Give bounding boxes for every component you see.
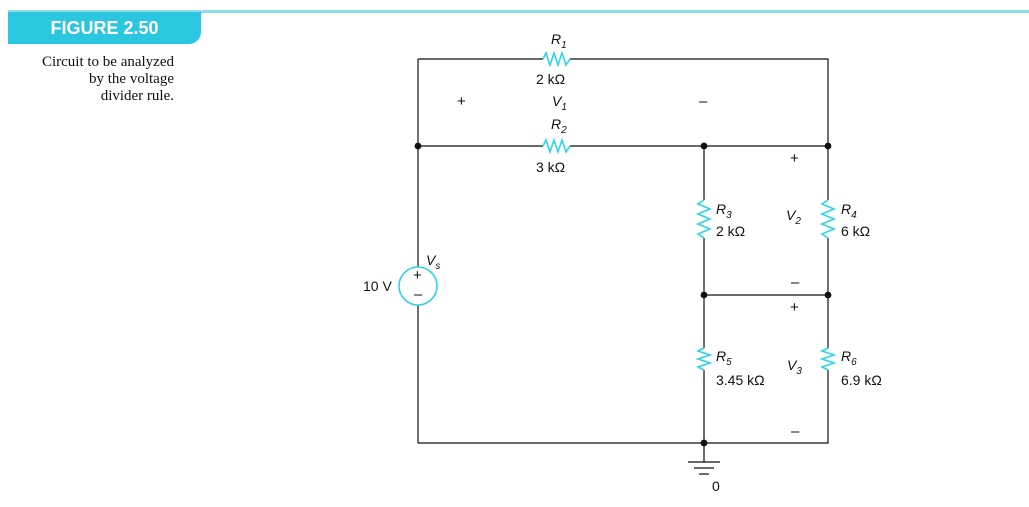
v3-minus-sign: – — [791, 423, 800, 440]
r1-name: R1 — [551, 31, 567, 51]
r3-value: 2 kΩ — [716, 223, 745, 239]
r4-name: R4 — [841, 201, 857, 221]
v1-minus-sign: – — [699, 93, 708, 110]
figure-number-tab: FIGURE 2.50 — [8, 12, 201, 44]
figure-caption: Circuit to be analyzed by the voltage di… — [0, 54, 174, 105]
r3-name: R3 — [716, 201, 732, 221]
junction-dots — [414, 142, 832, 447]
source-value: 10 V — [363, 278, 392, 294]
junction-dot — [414, 142, 422, 150]
v1-name: V1 — [552, 93, 567, 113]
ground-label: 0 — [712, 478, 720, 494]
v2-name: V2 — [786, 207, 801, 227]
caption-line-1: Circuit to be analyzed — [41, 54, 174, 70]
r5-name: R5 — [716, 348, 732, 368]
junction-dot — [700, 142, 708, 150]
junction-dot — [824, 291, 832, 299]
caption-line-3: divider rule. — [100, 88, 174, 104]
junction-dot — [700, 439, 708, 447]
junction-dot — [700, 291, 708, 299]
v2-plus-sign: + — [790, 150, 799, 167]
r4-value: 6 kΩ — [841, 223, 870, 239]
source-plus-sign: + — [413, 267, 422, 284]
resistor-r4-symbol — [819, 199, 837, 239]
v1-plus-sign: + — [457, 93, 466, 110]
wire-bottom — [418, 370, 829, 444]
r6-value: 6.9 kΩ — [841, 372, 882, 388]
source-name: Vs — [426, 252, 440, 272]
r2-value: 3 kΩ — [536, 159, 565, 175]
junction-dot — [824, 142, 832, 150]
r6-name: R6 — [841, 348, 857, 368]
resistor-r5-symbol — [695, 347, 713, 371]
resistor-r2-symbol — [542, 137, 571, 155]
figure-header-rule — [8, 10, 1029, 13]
v3-name: V3 — [787, 357, 802, 377]
resistor-r6-symbol — [819, 347, 837, 371]
voltage-source-symbol — [398, 266, 438, 306]
caption-line-2: by the voltage — [89, 71, 174, 87]
ground-icon — [688, 461, 720, 475]
r1-value: 2 kΩ — [536, 71, 565, 87]
wire-top-r1 — [418, 58, 829, 146]
resistor-r1-symbol — [542, 50, 571, 68]
r5-value: 3.45 kΩ — [716, 372, 765, 388]
v3-plus-sign: + — [790, 299, 799, 316]
source-minus-sign: – — [414, 286, 423, 303]
circuit-wires — [417, 58, 829, 462]
r2-name: R2 — [551, 116, 567, 136]
resistor-r3-symbol — [695, 199, 713, 239]
v2-minus-sign: – — [791, 274, 800, 291]
